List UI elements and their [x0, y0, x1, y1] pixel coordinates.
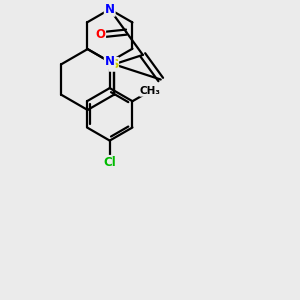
Text: CH₃: CH₃: [140, 86, 161, 96]
Text: N: N: [105, 55, 115, 68]
Text: S: S: [110, 58, 118, 71]
Text: Cl: Cl: [103, 156, 116, 169]
Text: O: O: [95, 28, 105, 41]
Text: N: N: [105, 3, 115, 16]
